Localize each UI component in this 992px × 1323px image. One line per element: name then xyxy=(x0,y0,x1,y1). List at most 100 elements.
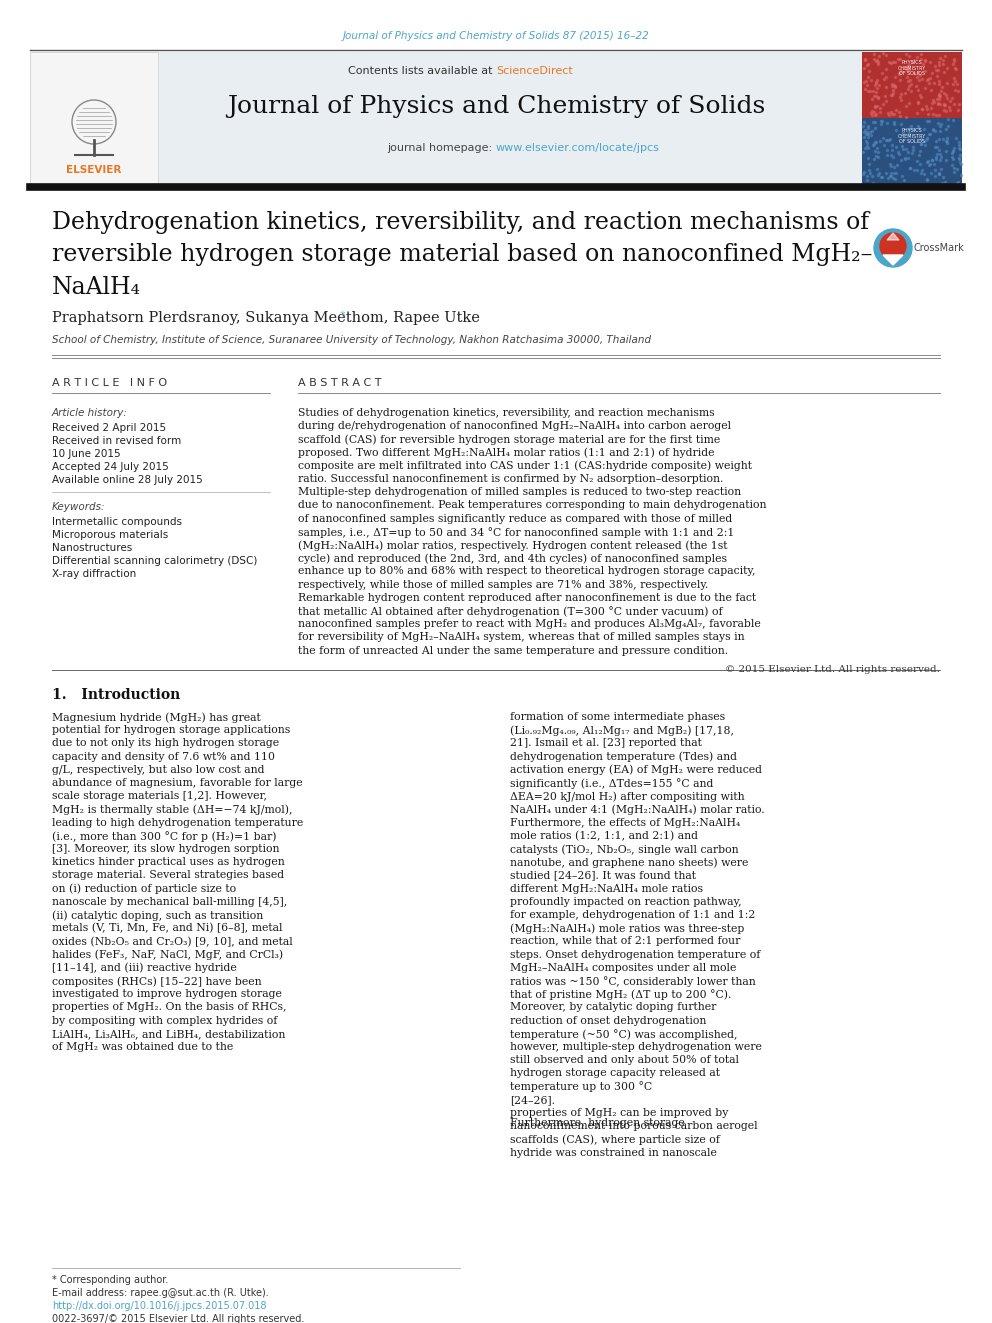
Text: (MgH₂:NaAlH₄) mole ratios was three-step: (MgH₂:NaAlH₄) mole ratios was three-step xyxy=(510,923,744,934)
Text: activation energy (EA) of MgH₂ were reduced: activation energy (EA) of MgH₂ were redu… xyxy=(510,765,762,775)
Text: ΔEA=20 kJ/mol H₂) after compositing with: ΔEA=20 kJ/mol H₂) after compositing with xyxy=(510,791,745,802)
Text: scaffolds (CAS), where particle size of: scaffolds (CAS), where particle size of xyxy=(510,1134,720,1144)
Text: formation of some intermediate phases: formation of some intermediate phases xyxy=(510,712,725,722)
Text: Microporous materials: Microporous materials xyxy=(52,531,169,540)
Text: reduction of onset dehydrogenation: reduction of onset dehydrogenation xyxy=(510,1016,706,1025)
Text: halides (FeF₃, NaF, NaCl, MgF, and CrCl₃): halides (FeF₃, NaF, NaCl, MgF, and CrCl₃… xyxy=(52,950,283,960)
Text: capacity and density of 7.6 wt% and 110: capacity and density of 7.6 wt% and 110 xyxy=(52,751,275,762)
Text: www.elsevier.com/locate/jpcs: www.elsevier.com/locate/jpcs xyxy=(496,143,660,153)
Text: A R T I C L E   I N F O: A R T I C L E I N F O xyxy=(52,378,167,388)
Text: Magnesium hydride (MgH₂) has great: Magnesium hydride (MgH₂) has great xyxy=(52,712,261,722)
FancyBboxPatch shape xyxy=(30,52,158,184)
Text: Available online 28 July 2015: Available online 28 July 2015 xyxy=(52,475,202,486)
Text: dehydrogenation temperature (Tdes) and: dehydrogenation temperature (Tdes) and xyxy=(510,751,737,762)
Text: nanoconfinement into porous carbon aerogel: nanoconfinement into porous carbon aerog… xyxy=(510,1121,758,1131)
Text: nanoconfined samples prefer to react with MgH₂ and produces Al₃Mg₄Al₇, favorable: nanoconfined samples prefer to react wit… xyxy=(298,619,761,630)
Text: 0022-3697/© 2015 Elsevier Ltd. All rights reserved.: 0022-3697/© 2015 Elsevier Ltd. All right… xyxy=(52,1314,305,1323)
Text: oxides (Nb₂O₅ and Cr₂O₃) [9, 10], and metal: oxides (Nb₂O₅ and Cr₂O₃) [9, 10], and me… xyxy=(52,937,293,947)
Text: NaAlH₄: NaAlH₄ xyxy=(52,275,141,299)
Text: kinetics hinder practical uses as hydrogen: kinetics hinder practical uses as hydrog… xyxy=(52,857,285,867)
Text: (Li₀.₉₂Mg₄.₀₉, Al₁₂Mg₁₇ and MgB₂) [17,18,: (Li₀.₉₂Mg₄.₀₉, Al₁₂Mg₁₇ and MgB₂) [17,18… xyxy=(510,725,734,736)
Text: 10 June 2015: 10 June 2015 xyxy=(52,448,121,459)
Text: for example, dehydrogenation of 1:1 and 1:2: for example, dehydrogenation of 1:1 and … xyxy=(510,910,755,919)
Text: due to not only its high hydrogen storage: due to not only its high hydrogen storag… xyxy=(52,738,279,749)
Text: samples, i.e., ΔT=up to 50 and 34 °C for nanoconfined sample with 1:1 and 2:1: samples, i.e., ΔT=up to 50 and 34 °C for… xyxy=(298,527,734,537)
Text: Intermetallic compounds: Intermetallic compounds xyxy=(52,517,182,527)
Text: * Corresponding author.: * Corresponding author. xyxy=(52,1275,169,1285)
Text: potential for hydrogen storage applications: potential for hydrogen storage applicati… xyxy=(52,725,291,736)
Text: ELSEVIER: ELSEVIER xyxy=(66,165,122,175)
Text: by compositing with complex hydrides of: by compositing with complex hydrides of xyxy=(52,1016,278,1025)
Circle shape xyxy=(880,233,906,259)
Text: scaffold (CAS) for reversible hydrogen storage material are for the first time: scaffold (CAS) for reversible hydrogen s… xyxy=(298,434,720,445)
Text: composites (RHCs) [15–22] have been: composites (RHCs) [15–22] have been xyxy=(52,976,262,987)
Text: temperature (~50 °C) was accomplished,: temperature (~50 °C) was accomplished, xyxy=(510,1029,737,1040)
Text: properties of MgH₂. On the basis of RHCs,: properties of MgH₂. On the basis of RHCs… xyxy=(52,1003,287,1012)
Text: [3]. Moreover, its slow hydrogen sorption: [3]. Moreover, its slow hydrogen sorptio… xyxy=(52,844,280,855)
Text: Furthermore, the effects of MgH₂:NaAlH₄: Furthermore, the effects of MgH₂:NaAlH₄ xyxy=(510,818,740,828)
Text: profoundly impacted on reaction pathway,: profoundly impacted on reaction pathway, xyxy=(510,897,742,906)
Text: [11–14], and (iii) reactive hydride: [11–14], and (iii) reactive hydride xyxy=(52,963,237,974)
Text: (ii) catalytic doping, such as transition: (ii) catalytic doping, such as transitio… xyxy=(52,910,263,921)
Text: Received 2 April 2015: Received 2 April 2015 xyxy=(52,423,166,433)
Text: storage material. Several strategies based: storage material. Several strategies bas… xyxy=(52,871,284,880)
Text: that of pristine MgH₂ (ΔT up to 200 °C).: that of pristine MgH₂ (ΔT up to 200 °C). xyxy=(510,990,731,1000)
FancyBboxPatch shape xyxy=(862,118,962,184)
Text: MgH₂ is thermally stable (ΔH=−74 kJ/mol),: MgH₂ is thermally stable (ΔH=−74 kJ/mol)… xyxy=(52,804,293,815)
Text: Keywords:: Keywords: xyxy=(52,501,105,512)
Text: g/L, respectively, but also low cost and: g/L, respectively, but also low cost and xyxy=(52,765,265,775)
Text: reversible hydrogen storage material based on nanoconfined MgH₂–: reversible hydrogen storage material bas… xyxy=(52,242,872,266)
Text: cycle) and reproduced (the 2nd, 3rd, and 4th cycles) of nanoconfined samples: cycle) and reproduced (the 2nd, 3rd, and… xyxy=(298,553,727,564)
Text: Moreover, by catalytic doping further: Moreover, by catalytic doping further xyxy=(510,1003,716,1012)
Text: 21]. Ismail et al. [23] reported that: 21]. Ismail et al. [23] reported that xyxy=(510,738,702,749)
Text: hydride was constrained in nanoscale: hydride was constrained in nanoscale xyxy=(510,1147,717,1158)
Text: studied [24–26]. It was found that: studied [24–26]. It was found that xyxy=(510,871,696,880)
Text: still observed and only about 50% of total: still observed and only about 50% of tot… xyxy=(510,1056,739,1065)
Text: CrossMark: CrossMark xyxy=(914,243,965,253)
Text: (i.e., more than 300 °C for p (H₂)=1 bar): (i.e., more than 300 °C for p (H₂)=1 bar… xyxy=(52,831,277,841)
Text: of MgH₂ was obtained due to the: of MgH₂ was obtained due to the xyxy=(52,1043,233,1052)
Text: metals (V, Ti, Mn, Fe, and Ni) [6–8], metal: metals (V, Ti, Mn, Fe, and Ni) [6–8], me… xyxy=(52,923,283,934)
Text: [24–26].

Furthermore, hydrogen storage: [24–26]. Furthermore, hydrogen storage xyxy=(510,1095,684,1129)
Text: mole ratios (1:2, 1:1, and 2:1) and: mole ratios (1:2, 1:1, and 2:1) and xyxy=(510,831,698,841)
Text: enhance up to 80% and 68% with respect to theoretical hydrogen storage capacity,: enhance up to 80% and 68% with respect t… xyxy=(298,566,756,577)
Text: X-ray diffraction: X-ray diffraction xyxy=(52,569,136,579)
Polygon shape xyxy=(887,233,899,239)
Text: Contents lists available at: Contents lists available at xyxy=(348,66,496,75)
Text: properties of MgH₂ can be improved by: properties of MgH₂ can be improved by xyxy=(510,1107,728,1118)
Text: MgH₂–NaAlH₄ composites under all mole: MgH₂–NaAlH₄ composites under all mole xyxy=(510,963,736,972)
Text: Received in revised form: Received in revised form xyxy=(52,437,182,446)
Text: Multiple-step dehydrogenation of milled samples is reduced to two-step reaction: Multiple-step dehydrogenation of milled … xyxy=(298,487,741,497)
Text: journal homepage:: journal homepage: xyxy=(387,143,496,153)
Text: respectively, while those of milled samples are 71% and 38%, respectively.: respectively, while those of milled samp… xyxy=(298,579,708,590)
Text: nanotube, and graphene nano sheets) were: nanotube, and graphene nano sheets) were xyxy=(510,857,748,868)
Text: hydrogen storage capacity released at: hydrogen storage capacity released at xyxy=(510,1069,720,1078)
Text: for reversibility of MgH₂–NaAlH₄ system, whereas that of milled samples stays in: for reversibility of MgH₂–NaAlH₄ system,… xyxy=(298,632,745,643)
Text: Journal of Physics and Chemistry of Solids 87 (2015) 16–22: Journal of Physics and Chemistry of Soli… xyxy=(342,30,650,41)
Text: NaAlH₄ under 4:1 (MgH₂:NaAlH₄) molar ratio.: NaAlH₄ under 4:1 (MgH₂:NaAlH₄) molar rat… xyxy=(510,804,765,815)
Text: leading to high dehydrogenation temperature: leading to high dehydrogenation temperat… xyxy=(52,818,304,828)
FancyBboxPatch shape xyxy=(862,52,962,118)
Text: 1.   Introduction: 1. Introduction xyxy=(52,688,181,703)
Text: different MgH₂:NaAlH₄ mole ratios: different MgH₂:NaAlH₄ mole ratios xyxy=(510,884,703,893)
Polygon shape xyxy=(883,255,903,265)
Text: Nanostructures: Nanostructures xyxy=(52,542,132,553)
Text: Accepted 24 July 2015: Accepted 24 July 2015 xyxy=(52,462,169,472)
Text: *: * xyxy=(340,311,345,321)
Text: ratio. Successful nanoconfinement is confirmed by N₂ adsorption–desorption.: ratio. Successful nanoconfinement is con… xyxy=(298,474,723,484)
Text: due to nanoconfinement. Peak temperatures corresponding to main dehydrogenation: due to nanoconfinement. Peak temperature… xyxy=(298,500,767,511)
Text: ScienceDirect: ScienceDirect xyxy=(496,66,572,75)
Text: the form of unreacted Al under the same temperature and pressure condition.: the form of unreacted Al under the same … xyxy=(298,646,728,656)
Text: Differential scanning calorimetry (DSC): Differential scanning calorimetry (DSC) xyxy=(52,556,257,566)
Text: however, multiple-step dehydrogenation were: however, multiple-step dehydrogenation w… xyxy=(510,1043,762,1052)
Text: catalysts (TiO₂, Nb₂O₅, single wall carbon: catalysts (TiO₂, Nb₂O₅, single wall carb… xyxy=(510,844,739,855)
Text: Dehydrogenation kinetics, reversibility, and reaction mechanisms of: Dehydrogenation kinetics, reversibility,… xyxy=(52,210,869,233)
Text: Studies of dehydrogenation kinetics, reversibility, and reaction mechanisms: Studies of dehydrogenation kinetics, rev… xyxy=(298,407,714,418)
Text: Article history:: Article history: xyxy=(52,407,128,418)
Text: A B S T R A C T: A B S T R A C T xyxy=(298,378,382,388)
Text: proposed. Two different MgH₂:NaAlH₄ molar ratios (1:1 and 2:1) of hydride: proposed. Two different MgH₂:NaAlH₄ mola… xyxy=(298,447,714,458)
Text: PHYSICS
CHEMISTRY
OF SOLIDS: PHYSICS CHEMISTRY OF SOLIDS xyxy=(898,128,927,144)
Text: School of Chemistry, Institute of Science, Suranaree University of Technology, N: School of Chemistry, Institute of Scienc… xyxy=(52,335,651,345)
Text: nanoscale by mechanical ball-milling [4,5],: nanoscale by mechanical ball-milling [4,… xyxy=(52,897,288,906)
Text: significantly (i.e., ΔTdes=155 °C and: significantly (i.e., ΔTdes=155 °C and xyxy=(510,778,713,789)
